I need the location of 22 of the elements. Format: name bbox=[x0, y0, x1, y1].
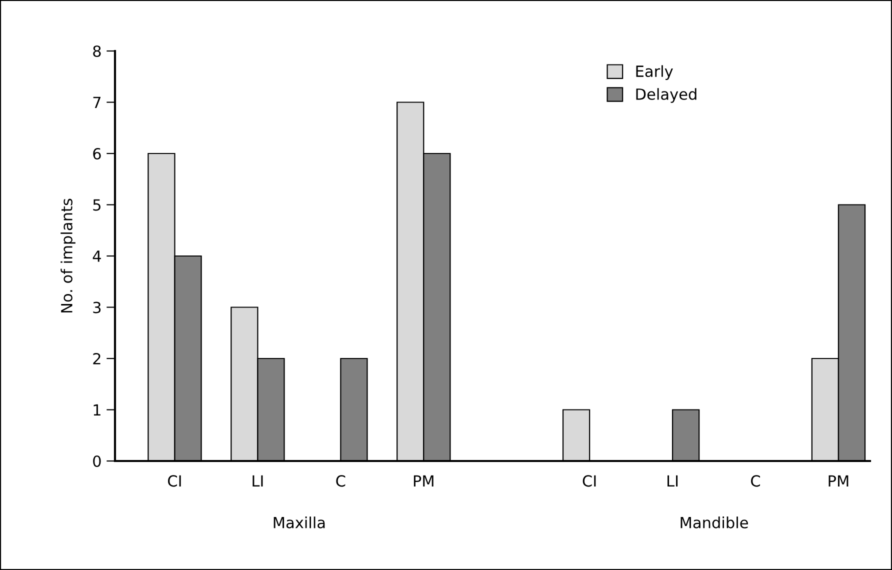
y-tick-label: 3 bbox=[93, 302, 101, 314]
y-tick-label: 6 bbox=[93, 148, 101, 160]
x-tick-label: LI bbox=[668, 475, 678, 486]
x-tick-label: PM bbox=[828, 475, 848, 486]
text: Maxilla bbox=[274, 516, 325, 528]
x-tick-label: CI bbox=[168, 475, 181, 487]
y-tick-label: 1 bbox=[94, 404, 100, 416]
y-tick-label: 0 bbox=[93, 455, 101, 468]
x-tick-label: C bbox=[336, 475, 346, 487]
y-tick-label: 5 bbox=[93, 199, 100, 211]
x-tick-label: C bbox=[751, 475, 760, 487]
x-tick-label: LI bbox=[252, 475, 263, 486]
y-axis-title: No. of implants bbox=[60, 198, 76, 312]
y-tick-label: 8 bbox=[93, 45, 101, 58]
x-tick-label: CI bbox=[582, 475, 596, 487]
y-tick-label: 4 bbox=[92, 250, 101, 262]
y-tick-label: 2 bbox=[93, 352, 100, 364]
text: Mandible bbox=[680, 516, 748, 528]
y-tick-label: 7 bbox=[93, 96, 100, 108]
x-tick-label: PM bbox=[414, 475, 434, 486]
legend-label: Delayed bbox=[636, 88, 696, 103]
legend-label: Early bbox=[636, 65, 673, 80]
